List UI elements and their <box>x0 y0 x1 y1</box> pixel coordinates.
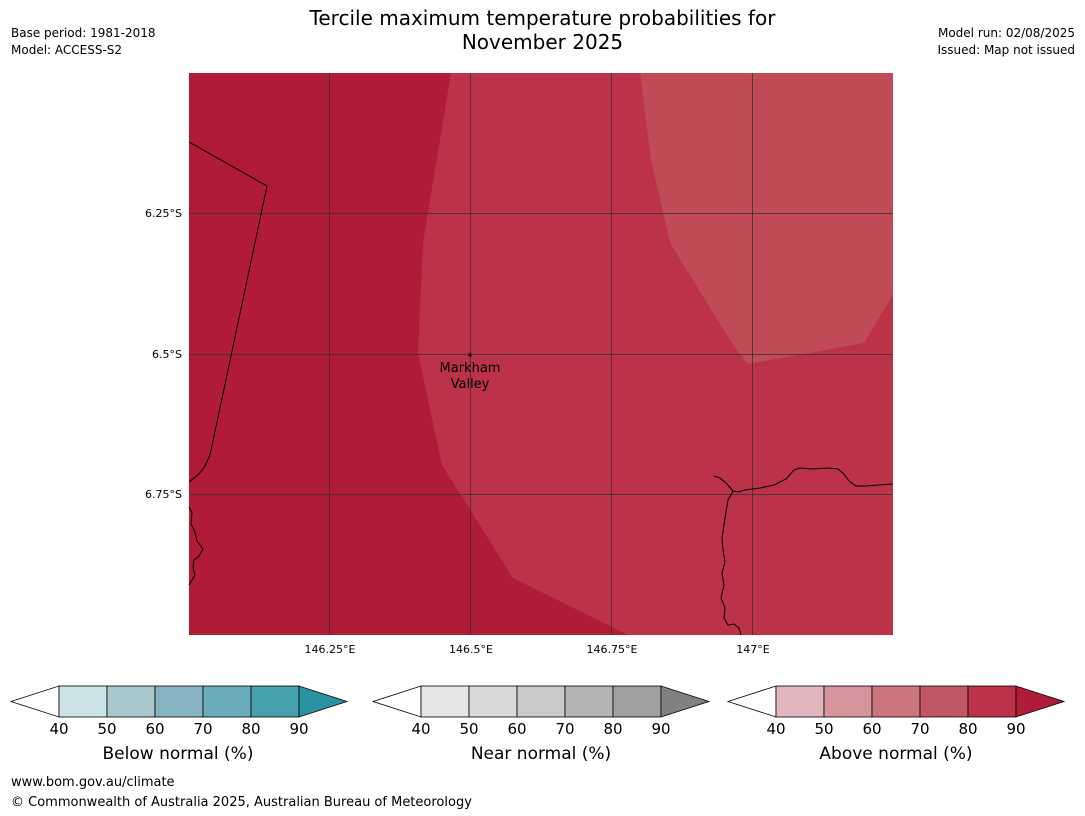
base-period: Base period: 1981-2018 <box>11 26 156 40</box>
latitude-labels: 6.25°S 6.5°S 6.75°S <box>145 207 182 501</box>
location-point <box>468 353 472 357</box>
colorbar-segment <box>564 685 614 718</box>
probability-zone-70 <box>640 73 893 364</box>
colorbar-tick-label: 90 <box>1006 720 1025 738</box>
colorbar-segment <box>775 685 825 718</box>
coastline-east <box>713 467 894 493</box>
lon-label-147: 147°E <box>736 643 769 656</box>
colorbar-segment <box>823 685 873 718</box>
lon-label-146-5: 146.5°E <box>449 643 493 656</box>
colorbar-tick-label: 70 <box>910 720 929 738</box>
lat-label-6-5: 6.5°S <box>152 348 182 361</box>
colorbar-tick-label: 90 <box>289 720 308 738</box>
colorbar-tick-label: 60 <box>862 720 881 738</box>
colorbar-tick-label: 60 <box>145 720 164 738</box>
lon-label-146-75: 146.75°E <box>587 643 638 656</box>
colorbar-tick-label: 90 <box>651 720 670 738</box>
lat-label-6-75: 6.75°S <box>145 488 182 501</box>
colorbar-below-normal: 40 50 60 70 80 90 <box>9 685 349 738</box>
issued-status: Issued: Map not issued <box>937 43 1075 57</box>
colorbar-segment <box>250 685 300 718</box>
lon-label-146-25: 146.25°E <box>305 643 356 656</box>
colorbar-tick-label: 40 <box>49 720 68 738</box>
title-line-2: November 2025 <box>461 30 624 54</box>
colorbar-segment <box>516 685 566 718</box>
legend-label-below-normal: Below normal (%) <box>102 744 254 764</box>
colorbar-segment <box>420 685 470 718</box>
map-title: Tercile maximum temperature probabilitie… <box>0 6 1085 54</box>
colorbar-extend-low <box>371 685 422 718</box>
coastline-west <box>188 506 204 586</box>
colorbar-segment <box>468 685 518 718</box>
colorbar-segment <box>919 685 969 718</box>
colorbar-tick-label: 70 <box>193 720 212 738</box>
colorbar-extend-low <box>9 685 60 718</box>
coastline-peninsula <box>720 490 742 636</box>
colorbar-segment <box>871 685 921 718</box>
colorbar-extend-low <box>726 685 777 718</box>
colorbar-segment <box>967 685 1017 718</box>
longitude-labels: 146.25°E 146.5°E 146.75°E 147°E <box>305 643 770 656</box>
colorbar-tick-label: 50 <box>97 720 116 738</box>
colorbar-tick-label: 40 <box>411 720 430 738</box>
graticule <box>189 73 893 635</box>
colorbar-extend-high <box>298 685 349 718</box>
legend-label-above-normal: Above normal (%) <box>819 744 973 764</box>
colorbar-segment <box>106 685 156 718</box>
colorbar-tick-label: 50 <box>814 720 833 738</box>
footer-website: www.bom.gov.au/climate <box>11 775 175 790</box>
lat-label-6-25: 6.25°S <box>145 207 182 220</box>
meta-right: Model run: 02/08/2025 Issued: Map not is… <box>937 25 1075 59</box>
title-line-1: Tercile maximum temperature probabilitie… <box>309 6 776 30</box>
model-name: Model: ACCESS-S2 <box>11 43 123 57</box>
colorbar-tick-label: 70 <box>555 720 574 738</box>
colorbar-segment <box>154 685 204 718</box>
colorbar-segment <box>58 685 108 718</box>
map-panel: Markham Valley <box>188 73 894 636</box>
colorbar-extend-high <box>1015 685 1066 718</box>
colorbar-tick-label: 60 <box>507 720 526 738</box>
meta-left: Base period: 1981-2018 Model: ACCESS-S2 <box>11 25 156 59</box>
legend-label-near-normal: Near normal (%) <box>470 744 612 764</box>
model-run: Model run: 02/08/2025 <box>937 26 1075 40</box>
colorbar-segment <box>612 685 662 718</box>
colorbar-tick-label: 80 <box>603 720 622 738</box>
footer-copyright: © Commonwealth of Australia 2025, Austra… <box>11 795 472 810</box>
colorbar-tick-label: 80 <box>958 720 977 738</box>
colorbar-extend-high <box>660 685 711 718</box>
location-name-line-1: Markham <box>440 361 501 376</box>
colorbar-above-normal: 40 50 60 70 80 90 <box>726 685 1066 738</box>
location-name-line-2: Valley <box>451 377 490 392</box>
colorbar-tick-label: 80 <box>241 720 260 738</box>
colorbar-tick-label: 50 <box>459 720 478 738</box>
colorbar-tick-label: 40 <box>766 720 785 738</box>
border-line <box>188 141 268 483</box>
colorbar-segment <box>202 685 252 718</box>
coastlines-and-borders <box>188 141 894 636</box>
colorbar-near-normal: 40 50 60 70 80 90 <box>371 685 711 738</box>
location-marker: Markham Valley <box>440 353 501 392</box>
